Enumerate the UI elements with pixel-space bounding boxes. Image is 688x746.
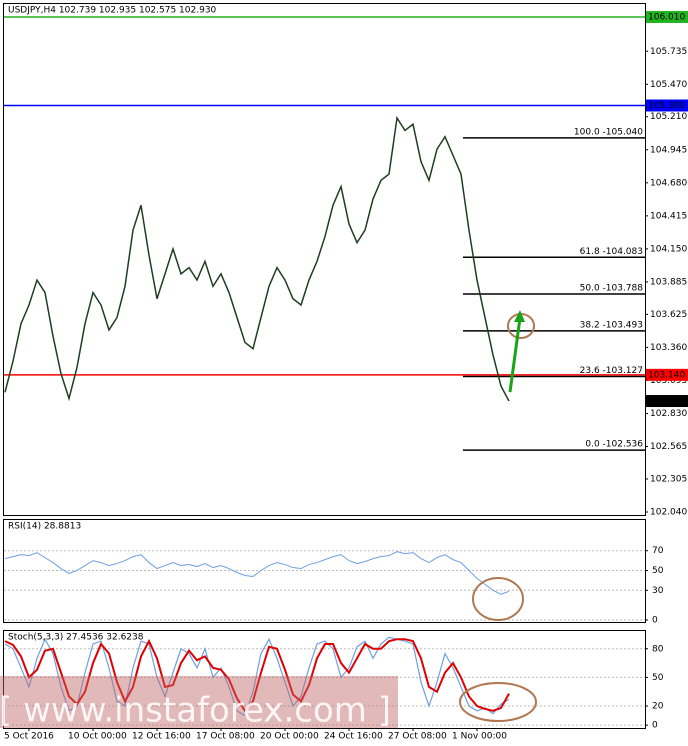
y-tick-label: 50 — [652, 566, 664, 576]
level-label: 106.010 — [648, 12, 685, 22]
level-tag — [646, 395, 688, 408]
level-label: 105.300 — [648, 101, 685, 111]
y-tick-label: 103.885 — [650, 277, 687, 287]
y-tick-label: 80 — [652, 644, 664, 654]
y-tick-label: 105.735 — [650, 47, 687, 57]
level-tag — [646, 99, 688, 112]
y-tick-label: 103.095 — [650, 376, 687, 386]
y-tick-label: 102.305 — [650, 474, 687, 484]
y-tick-label: 102.040 — [650, 508, 687, 518]
watermark-bg — [0, 676, 398, 728]
y-tick-label: 105.210 — [650, 112, 687, 122]
y-tick-label: 103.360 — [650, 343, 687, 353]
stoch-title: Stoch(5,3,3) 27.4536 32.6238 — [8, 633, 144, 643]
y-tick-label: 104.945 — [650, 145, 687, 155]
y-tick-label: 102.565 — [650, 442, 687, 452]
main-panel — [3, 3, 646, 516]
arrow — [508, 317, 522, 393]
y-tick-label: 50 — [652, 673, 664, 683]
x-tick-label: 12 Oct 16:00 — [132, 732, 191, 742]
stoch-panel — [3, 630, 646, 729]
x-tick-label: 24 Oct 16:00 — [324, 732, 383, 742]
level-tag — [646, 368, 688, 381]
x-tick-label: 27 Oct 08:00 — [388, 732, 447, 742]
marks: 105.735 105.470 105.210 104.945 104.680 104.4… — [4, 10, 688, 742]
price-line — [4, 638, 510, 713]
level-label: 103.140 — [648, 370, 685, 380]
fib-label: 100.0 -105.040 — [574, 127, 643, 137]
y-tick-label: 70 — [652, 546, 664, 556]
price-line — [4, 636, 510, 717]
y-tick-label: 102.830 — [650, 409, 687, 419]
arrow-head — [514, 310, 525, 322]
x-tick-label: 17 Oct 08:00 — [196, 732, 255, 742]
watermark: [ www.instaforex.com ] — [0, 691, 391, 731]
x-tick-label: 10 Oct 00:00 — [68, 732, 127, 742]
y-tick-label: 104.150 — [650, 244, 687, 254]
y-tick-label: 20 — [652, 702, 664, 712]
x-tick-label: 20 Oct 00:00 — [260, 732, 319, 742]
y-tick-label: 0 — [652, 616, 658, 626]
y-tick-label: 0 — [652, 721, 658, 731]
y-tick-label: 104.680 — [650, 178, 687, 188]
highlight-ellipse — [472, 577, 524, 621]
fib-label: 50.0 -103.788 — [580, 284, 644, 294]
price-line — [4, 115, 510, 402]
y-tick-label: 30 — [652, 586, 664, 596]
fib-label: 23.6 -103.127 — [580, 366, 643, 376]
y-tick-label: 105.470 — [650, 80, 687, 90]
x-tick-label: 5 Oct 2016 — [4, 732, 54, 742]
highlight-ellipse — [459, 682, 537, 722]
main-title: USDJPY,H4 102.739 102.935 102.575 102.93… — [8, 6, 217, 16]
level-label: 102.930 — [648, 397, 685, 407]
fib-label: 61.8 -104.083 — [580, 247, 643, 257]
y-tick-label: 104.415 — [650, 211, 687, 221]
rsi-title: RSI(14) 28.8813 — [8, 522, 81, 532]
y-tick-label: 103.625 — [650, 310, 687, 320]
level-tag — [646, 10, 688, 23]
price-line — [4, 551, 510, 595]
fib-label: 0.0 -102.536 — [585, 440, 643, 450]
x-tick-label: 1 Nov 00:00 — [452, 732, 507, 742]
fib-label: 38.2 -103.493 — [580, 320, 643, 330]
